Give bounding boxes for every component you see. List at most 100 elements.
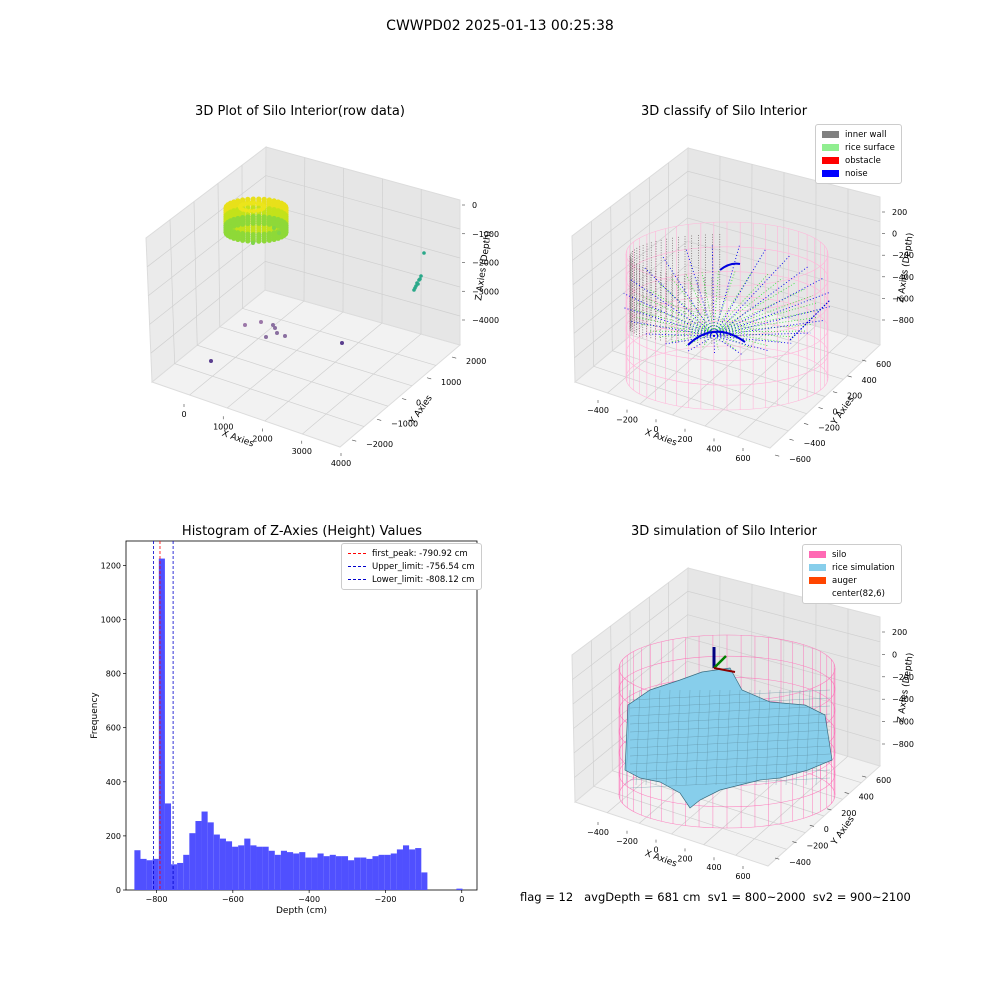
histogram-bar <box>189 833 196 890</box>
y-axis-label: Frequency <box>90 692 100 739</box>
legend-label: obstacle <box>845 155 881 166</box>
mesh-line <box>629 769 831 781</box>
noise-ray <box>713 255 790 337</box>
inner-wall-points <box>629 234 721 345</box>
noise-cluster <box>687 330 746 346</box>
histogram-bar <box>348 860 355 890</box>
data-point <box>247 200 253 206</box>
legend-label: Lower_limit: -808.12 cm <box>372 574 475 585</box>
y-tick-label: 200 <box>106 832 121 841</box>
mesh-line <box>645 689 651 786</box>
noise-ray <box>713 332 811 337</box>
auger-axis-x <box>713 667 736 673</box>
z-tick-label: −600 <box>892 294 914 303</box>
surface-ray <box>658 282 715 333</box>
histogram-bar <box>225 841 233 890</box>
mesh-line <box>805 689 811 786</box>
x-tick-label: 1000 <box>213 422 233 431</box>
histogram-bar <box>232 846 239 890</box>
y-tick-label: 600 <box>106 724 121 733</box>
data-point <box>264 335 268 339</box>
raw-teal-cluster <box>412 251 426 292</box>
data-point <box>235 236 241 242</box>
legend-item-upper-limit: Upper_limit: -756.54 cm <box>348 560 475 573</box>
x-tick-label: −400 <box>587 828 609 837</box>
z-axis-label: Z Axies (Depth) <box>896 652 916 723</box>
legend-line <box>348 579 366 580</box>
mesh-line <box>715 689 721 786</box>
histogram-bar <box>201 811 208 890</box>
noise-cluster <box>719 262 741 271</box>
legend-swatch <box>822 131 839 138</box>
x-axis-label: X Axies <box>643 849 678 870</box>
noise-ray <box>713 335 792 344</box>
y-tick-label: 600 <box>876 776 891 785</box>
noise-ray <box>631 321 715 337</box>
noise-cluster <box>789 299 831 341</box>
data-point <box>261 220 267 227</box>
histogram-bar <box>158 558 165 890</box>
status-footer: flag = 12 avgDepth = 681 cm sv1 = 800~20… <box>520 890 911 904</box>
y-tick-label: 200 <box>847 392 862 401</box>
data-point <box>250 220 256 226</box>
data-point <box>256 238 262 244</box>
raw-plot-title: 3D Plot of Silo Interior(row data) <box>195 104 405 119</box>
data-point <box>271 236 277 242</box>
histogram-bar <box>335 856 342 890</box>
tick-mark <box>844 792 849 794</box>
gridline <box>264 178 383 422</box>
histogram-bar <box>384 854 391 890</box>
legend-label: Upper_limit: -756.54 cm <box>372 561 475 572</box>
data-point <box>240 237 246 243</box>
mesh-line <box>629 777 831 789</box>
mesh-line <box>629 737 831 749</box>
noise-ray <box>713 278 823 337</box>
back-pane <box>264 146 461 346</box>
histogram-bar <box>256 846 263 890</box>
data-point <box>255 208 261 213</box>
x-tick-label: −800 <box>146 895 168 904</box>
figure-title: CWWPD02 2025-01-13 00:25:38 <box>386 18 614 34</box>
x-tick-label: −200 <box>616 837 638 846</box>
legend-swatch <box>809 577 826 584</box>
data-point <box>283 334 287 338</box>
data-point <box>245 238 251 244</box>
noise-ray <box>713 320 824 337</box>
y-tick-label: 1200 <box>101 561 121 570</box>
legend-swatch <box>822 170 839 177</box>
y-tick-label: 0 <box>824 825 829 834</box>
surface-ray <box>685 331 715 347</box>
legend-label: rice surface <box>845 142 895 153</box>
data-point <box>261 238 267 244</box>
gridline <box>150 261 461 354</box>
legend-item-center: center(82,6) <box>809 587 895 600</box>
y-tick-label: 1000 <box>441 378 461 387</box>
y-tick-label: 0 <box>116 886 121 895</box>
histogram-bar <box>219 838 226 890</box>
noise-ray <box>713 306 831 337</box>
gridline <box>302 189 422 435</box>
x-tick-label: 200 <box>677 435 692 444</box>
data-point <box>340 341 344 345</box>
histogram-bar <box>378 854 385 890</box>
data-point <box>282 227 289 234</box>
histogram-bar <box>244 838 251 890</box>
tick-mark <box>789 438 794 441</box>
data-point <box>271 323 275 327</box>
legend-item-inner-wall: inner wall <box>822 128 895 141</box>
histogram-bar <box>140 858 147 890</box>
histogram-bar <box>341 856 349 890</box>
data-point <box>412 288 416 292</box>
legend-item-lower-limit: Lower_limit: -808.12 cm <box>348 573 475 586</box>
data-point <box>422 251 426 255</box>
histogram-bar <box>415 848 422 890</box>
mesh-line <box>765 689 771 786</box>
y-tick-label: 1000 <box>101 615 121 624</box>
data-point <box>256 220 262 226</box>
legend-label: inner wall <box>845 129 887 140</box>
histogram-bar <box>390 853 397 890</box>
y-axis-label: Y Axies <box>829 814 857 847</box>
z-tick-label: −400 <box>892 273 914 282</box>
mesh-line <box>735 689 741 786</box>
z-tick-label: −800 <box>892 740 914 749</box>
